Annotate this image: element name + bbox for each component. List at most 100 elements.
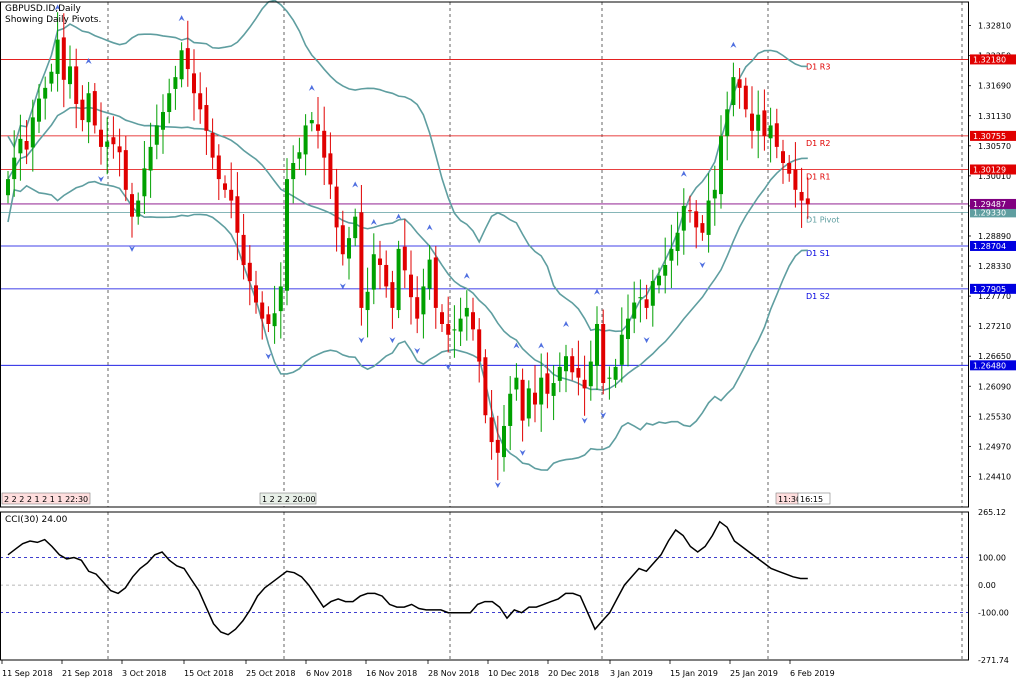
candle-body — [303, 125, 308, 155]
price-tick-label: 1.24410 — [978, 472, 1011, 481]
pivot-level-value: 1.27905 — [973, 285, 1006, 294]
candle-body — [223, 183, 227, 190]
current-price-tag — [970, 198, 1016, 209]
candle-body — [700, 223, 705, 233]
candle-body — [99, 129, 103, 147]
price-tick-label: 1.30010 — [978, 172, 1011, 181]
candle-body — [86, 93, 91, 123]
pivot-level-value: 1.26480 — [973, 361, 1006, 370]
candle-body — [464, 307, 469, 317]
candle-body — [477, 329, 482, 362]
candle-body — [756, 114, 761, 131]
candle-body — [681, 205, 686, 231]
candle-body — [235, 196, 240, 233]
candle-body — [619, 334, 624, 365]
candle-body — [340, 225, 345, 255]
candle-body — [694, 211, 699, 228]
pivot-level-tag — [970, 54, 1016, 65]
cci-tick-label: -271.74 — [978, 656, 1009, 665]
candle-body — [74, 66, 79, 104]
candle-body — [421, 286, 426, 315]
candle-body — [359, 212, 364, 308]
pivot-level-name: D1 R2 — [806, 139, 830, 148]
fractal-down-icon — [389, 337, 396, 344]
time-tick-label: 25 Jan 2019 — [730, 669, 778, 678]
candle-body — [551, 383, 556, 396]
fractal-down-icon — [699, 261, 706, 268]
pivot-level-name: D1 S2 — [806, 292, 830, 301]
pivot-level-tag — [970, 283, 1016, 294]
price-tick-label: 1.28330 — [978, 262, 1011, 271]
candle-body — [272, 313, 277, 327]
candle-body — [55, 39, 60, 74]
candle-body — [278, 286, 283, 312]
fractal-down-icon — [129, 245, 135, 252]
candle-body — [539, 377, 544, 405]
candle-body — [316, 124, 320, 131]
candle-body — [396, 248, 401, 311]
candle-body — [750, 113, 754, 131]
fractal-up-icon — [178, 15, 185, 22]
price-tick-label: 1.30570 — [978, 142, 1011, 151]
fractal-down-icon — [600, 412, 607, 419]
candle-body — [142, 168, 147, 197]
candle-body — [92, 91, 97, 126]
time-tick-label: 20 Dec 2018 — [548, 669, 599, 678]
candle-body — [483, 357, 488, 416]
fractal-down-icon — [643, 337, 650, 344]
candle-body — [595, 323, 599, 366]
pivot-level-name: D1 S1 — [806, 249, 830, 258]
fractal-up-icon — [463, 272, 470, 279]
price-tick-label: 1.26090 — [978, 382, 1011, 391]
candle-body — [768, 125, 773, 139]
candle-body — [650, 281, 655, 306]
time-marker-right: 11:30 — [778, 495, 801, 504]
price-tick-label: 1.26650 — [978, 352, 1011, 361]
price-tick-label: 1.25530 — [978, 412, 1011, 421]
candle-body — [247, 262, 252, 282]
candle-body — [471, 312, 475, 330]
candle-body — [799, 191, 804, 201]
candle-body — [712, 189, 717, 199]
fractal-up-icon — [370, 219, 377, 226]
candle-body — [204, 105, 209, 131]
pivot-level-tag — [970, 164, 1016, 175]
pivot-level-tag — [970, 360, 1016, 371]
time-tick-label: 6 Feb 2019 — [790, 669, 835, 678]
candle-body — [508, 393, 513, 426]
candle-body — [185, 48, 190, 70]
fractal-up-icon — [513, 342, 520, 349]
candle-body — [173, 77, 178, 89]
candle-body — [743, 85, 748, 110]
candle-body — [427, 259, 432, 289]
candle-body — [123, 150, 128, 190]
candle-body — [371, 254, 376, 290]
candle-body — [328, 153, 333, 185]
candle-body — [663, 264, 668, 276]
cci-tick-label: -100.00 — [978, 609, 1009, 618]
candle-body — [347, 238, 351, 259]
candle-body — [61, 37, 66, 80]
candle-body — [6, 179, 10, 196]
candle-body — [390, 282, 395, 308]
fractal-up-icon — [85, 58, 92, 65]
fractal-up-icon — [730, 41, 737, 48]
candle-body — [520, 379, 525, 421]
time-marker-right-2: 16:15 — [800, 495, 823, 504]
candle-body — [688, 210, 692, 212]
pivot-level-name: D1 R1 — [806, 172, 830, 181]
candle-body — [167, 93, 172, 113]
candle-body — [526, 388, 531, 419]
time-markers-left-box — [1, 492, 91, 505]
price-panel: D1 R3 D1 R2 D1 R1 D1 Pivot D1 S1 D1 S2 1.3281… — [0, 0, 1016, 508]
symbol-title: GBPUSD.ID,Daily — [5, 4, 82, 14]
cci-tick-label: 265.12 — [978, 508, 1006, 517]
price-tick-label: 1.27210 — [978, 322, 1011, 331]
fractal-up-icon — [538, 342, 545, 349]
candle-body — [669, 248, 674, 261]
price-tick-label: 1.28890 — [978, 232, 1011, 241]
candle-body — [805, 198, 810, 205]
fractal-down-icon — [581, 417, 588, 424]
candle-body — [49, 71, 54, 84]
